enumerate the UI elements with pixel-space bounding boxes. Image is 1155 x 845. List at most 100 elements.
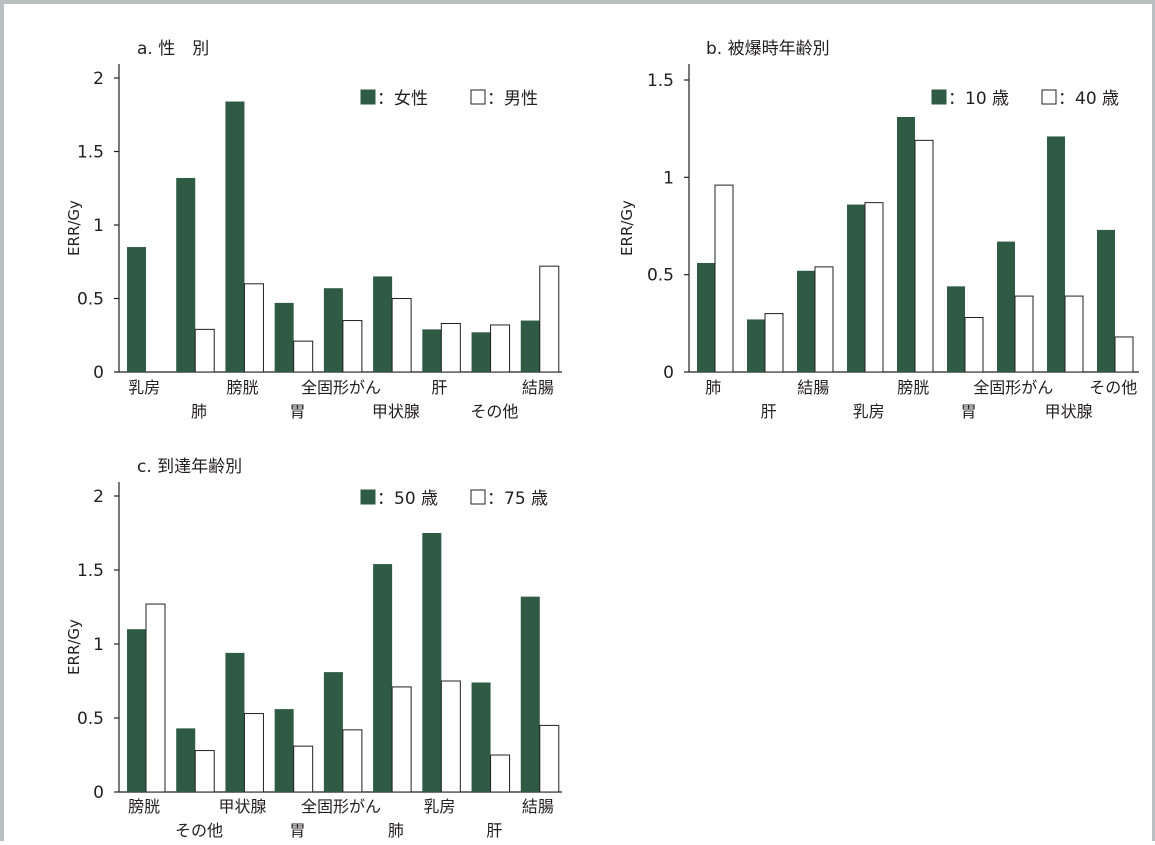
bar-c-0-5 — [373, 564, 393, 792]
category-label-c-4: 全固形がん — [301, 797, 381, 816]
bar-a-0-6 — [422, 329, 442, 372]
category-label-c-5: 肺 — [388, 821, 404, 840]
bar-c-0-3 — [274, 709, 294, 792]
bar-b-0-0 — [697, 262, 715, 372]
charts-canvas: a. 性 別00.511.52ERR/Gy乳房肺膀胱胃全固形がん甲状腺肝その他結… — [65, 39, 1139, 840]
legend-label-a-1: ：男性 — [487, 89, 538, 109]
category-label-b-0: 肺 — [705, 378, 721, 397]
bar-b-0-2 — [797, 270, 815, 372]
bar-b-0-3 — [847, 204, 865, 372]
category-label-a-7: その他 — [470, 402, 518, 421]
y-tick-label: 1.5 — [77, 561, 104, 581]
y-tick-label: 1 — [663, 168, 674, 188]
y-tick-label: 1.5 — [77, 143, 104, 163]
bar-a-0-7 — [471, 332, 491, 372]
legend-label-c-0: ：50 歳 — [377, 489, 438, 509]
bar-a-0-4 — [323, 288, 343, 372]
bar-b-0-1 — [747, 319, 765, 372]
category-label-c-7: 肝 — [486, 821, 502, 840]
category-label-b-2: 結腸 — [797, 378, 829, 397]
y-tick-label: 0.5 — [77, 290, 104, 310]
panel-title-c: c. 到達年齢別 — [137, 457, 242, 477]
legend-label-a-0: ：女性 — [377, 89, 428, 109]
bar-a-1-7 — [490, 324, 511, 373]
category-label-a-4: 全固形がん — [301, 378, 381, 397]
bar-a-0-2 — [225, 101, 245, 373]
bar-b-1-4 — [914, 139, 934, 373]
bar-a-0-0 — [127, 247, 146, 372]
legend-swatch-c-0 — [360, 489, 376, 505]
legend-swatch-a-1 — [470, 89, 486, 105]
panel-title-b: b. 被爆時年齢別 — [706, 39, 830, 59]
bar-a-0-5 — [373, 276, 393, 372]
legend-swatch-b-1 — [1041, 89, 1057, 105]
legend-label-c-1: ：75 歳 — [487, 489, 548, 509]
bar-a-1-6 — [440, 322, 461, 373]
bar-c-1-7 — [490, 754, 511, 793]
category-label-a-0: 乳房 — [128, 378, 160, 397]
category-label-b-4: 膀胱 — [897, 378, 929, 397]
bar-c-1-1 — [194, 750, 215, 793]
bar-b-0-5 — [947, 286, 965, 372]
y-tick-label: 0.5 — [77, 709, 104, 729]
category-label-a-1: 肺 — [191, 402, 207, 421]
bar-c-1-4 — [342, 729, 363, 793]
y-tick-label: 1.5 — [647, 71, 674, 91]
bar-c-1-8 — [539, 724, 560, 793]
y-tick-label: 2 — [93, 69, 104, 89]
bar-b-0-4 — [897, 116, 915, 372]
category-label-c-1: その他 — [175, 821, 223, 840]
bar-c-0-2 — [225, 652, 245, 792]
bar-c-0-6 — [422, 533, 442, 792]
bar-a-1-1 — [194, 328, 215, 373]
bar-c-1-3 — [293, 745, 314, 793]
y-tick-label: 0.5 — [647, 266, 674, 286]
legend-swatch-b-0 — [931, 89, 947, 105]
panel-title-a: a. 性 別 — [137, 39, 209, 59]
bar-c-0-1 — [176, 728, 196, 792]
category-label-b-5: 胃 — [961, 402, 977, 421]
bar-c-0-7 — [471, 682, 491, 792]
bar-c-1-2 — [243, 713, 264, 793]
category-label-b-6: 全固形がん — [973, 378, 1053, 397]
category-label-c-0: 膀胱 — [128, 797, 160, 816]
category-label-a-6: 肝 — [431, 378, 447, 397]
y-tick-label: 1 — [93, 216, 104, 236]
bar-b-0-7 — [1047, 136, 1065, 372]
bar-b-0-8 — [1097, 229, 1115, 372]
category-label-a-8: 結腸 — [522, 378, 554, 397]
category-label-b-8: その他 — [1089, 378, 1137, 397]
category-label-b-1: 肝 — [761, 402, 777, 421]
category-label-b-3: 乳房 — [853, 402, 885, 421]
bar-b-1-2 — [814, 266, 834, 373]
bar-a-0-3 — [274, 302, 294, 372]
legend-swatch-c-1 — [470, 489, 486, 505]
bar-a-0-8 — [520, 320, 540, 372]
category-label-b-7: 甲状腺 — [1045, 402, 1093, 421]
bar-b-1-7 — [1064, 295, 1084, 373]
bar-b-1-1 — [764, 313, 784, 373]
legend-swatch-a-0 — [360, 89, 376, 105]
bar-a-1-8 — [539, 265, 560, 373]
y-tick-label: 2 — [93, 487, 104, 507]
bar-c-0-0 — [127, 629, 146, 792]
category-label-c-6: 乳房 — [423, 797, 455, 816]
category-label-a-2: 膀胱 — [227, 378, 259, 397]
category-label-a-3: 胃 — [289, 402, 305, 421]
bar-b-1-5 — [964, 316, 984, 373]
bar-b-1-6 — [1014, 295, 1034, 373]
y-axis-label-c: ERR/Gy — [65, 619, 83, 675]
bar-c-0-8 — [520, 596, 540, 792]
bar-b-0-6 — [997, 241, 1015, 372]
legend-label-b-0: ：10 歳 — [948, 89, 1009, 109]
y-tick-label: 0 — [93, 363, 104, 383]
bar-b-1-3 — [864, 202, 884, 373]
y-tick-label: 0 — [663, 363, 674, 383]
bar-a-1-2 — [243, 283, 264, 373]
bar-c-1-5 — [391, 686, 412, 793]
y-axis-label-b: ERR/Gy — [618, 200, 636, 256]
bar-b-1-0 — [714, 184, 734, 373]
bar-a-1-3 — [293, 340, 314, 373]
bar-b-1-8 — [1114, 336, 1134, 373]
